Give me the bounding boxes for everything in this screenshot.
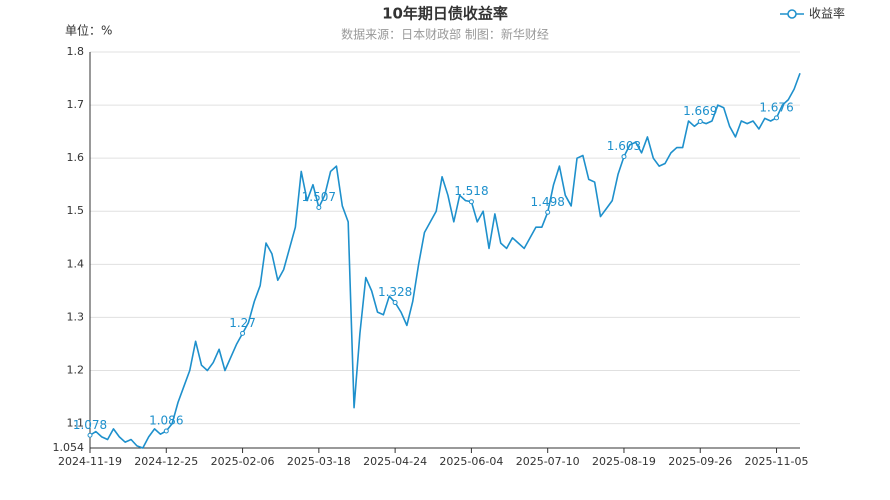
x-tick-label: 2025-07-10 xyxy=(516,455,580,468)
point-marker xyxy=(316,205,322,211)
y-tick-label: 1.8 xyxy=(67,45,85,58)
chart-subtitle: 数据来源：日本财政部 制图：新华财经 xyxy=(341,27,549,42)
x-tick-label: 2025-11-05 xyxy=(745,455,809,468)
point-marker xyxy=(468,199,474,205)
x-tick-label: 2025-03-18 xyxy=(287,455,351,468)
x-tick-label: 2025-06-04 xyxy=(439,455,503,468)
y-tick-label: 1.7 xyxy=(67,98,85,111)
data-label: 1.086 xyxy=(149,414,183,428)
point-marker xyxy=(240,330,246,336)
data-label: 1.328 xyxy=(378,285,412,299)
x-tick-label: 2025-02-06 xyxy=(211,455,275,468)
x-tick-label: 2025-08-19 xyxy=(592,455,656,468)
x-tick-label: 2024-12-25 xyxy=(134,455,198,468)
point-marker xyxy=(163,428,169,434)
x-tick-label: 2025-04-24 xyxy=(363,455,427,468)
point-marker xyxy=(621,154,627,160)
point-marker xyxy=(545,209,551,215)
x-tick-label: 2024-11-19 xyxy=(58,455,122,468)
y-tick-label: 1.6 xyxy=(67,151,85,164)
point-marker xyxy=(774,115,780,121)
legend-marker xyxy=(787,9,797,19)
point-marker xyxy=(697,119,703,125)
data-label: 1.078 xyxy=(73,418,107,432)
y-tick-label: 1.2 xyxy=(67,363,85,376)
series-line xyxy=(89,72,801,449)
data-label: 1.27 xyxy=(229,316,256,330)
y-tick-label: 1.054 xyxy=(53,441,85,454)
legend-label: 收益率 xyxy=(809,6,845,21)
point-marker xyxy=(392,300,398,306)
y-tick-label: 1.4 xyxy=(67,257,85,270)
chart-title: 10年期日债收益率 xyxy=(382,5,508,23)
y-tick-label: 1.1 xyxy=(67,417,85,430)
point-marker xyxy=(87,432,93,438)
data-label: 1.518 xyxy=(454,184,488,198)
data-label: 1.669 xyxy=(683,104,717,118)
data-label: 1.507 xyxy=(302,190,336,204)
x-tick-label: 2025-09-26 xyxy=(668,455,732,468)
data-label: 1.603 xyxy=(607,139,641,153)
y-tick-label: 1.3 xyxy=(67,310,85,323)
y-axis-label: 单位：% xyxy=(65,23,112,38)
data-label: 1.498 xyxy=(531,195,565,209)
data-label: 1.676 xyxy=(759,100,793,114)
y-tick-label: 1.5 xyxy=(67,204,85,217)
